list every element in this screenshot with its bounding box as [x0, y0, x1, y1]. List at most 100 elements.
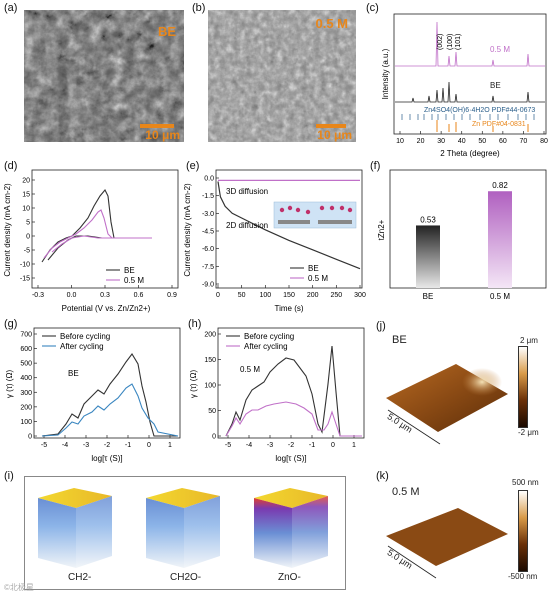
drt-be-y-tick-label: 400	[20, 375, 32, 382]
ca-inset-schematic	[273, 201, 357, 229]
ca-ylabel: Current density (mA cm-2)	[183, 183, 192, 277]
cv-x-tick-label: 0.3	[100, 292, 110, 299]
tof-cube-ch2o	[146, 488, 220, 568]
drt-be-x-tick-label: -3	[83, 442, 89, 449]
tzn-value-label: 0.82	[492, 181, 508, 190]
xrd-x-tick-label: 40	[458, 138, 466, 145]
xrd-x-tick-label: 60	[499, 138, 507, 145]
drt-be-line-after	[41, 383, 179, 437]
drt-be-legend-after: After cycling	[60, 342, 104, 351]
panel-label-h: (h)	[188, 318, 202, 330]
cv-y-tick-label: 10	[22, 206, 30, 213]
ca-y-tick-label: -4.5	[202, 229, 214, 236]
tzn-category-label: 0.5 M	[490, 292, 510, 301]
afm-05m-image	[386, 508, 508, 579]
panel-label-d: (d)	[4, 160, 18, 172]
cv-y-tick-label: -15	[20, 276, 30, 283]
sem-tag-be: BE	[157, 24, 176, 39]
xrd-peak-002: (002)	[437, 34, 444, 50]
drt-be-chart: γ (τ) (Ω) log[τ (S)] -5 -4 -3 -2 -1 0 1 0 100 20…	[5, 327, 181, 463]
xrd-x-ticks: 10 20 30 40 50 60 70 80	[396, 131, 548, 145]
cv-x-tick-label: 0.9	[167, 292, 177, 299]
drt-be-xlabel: log[τ (S)]	[91, 454, 122, 463]
sem-image-05m: 0.5 M 10 μm	[208, 10, 356, 142]
afm-be-colorbar	[518, 346, 528, 428]
drt-05m-x-tick-label: 1	[352, 442, 356, 449]
ca-x-tick-label: 0	[216, 292, 220, 299]
ca-x-tick-label: 250	[330, 292, 342, 299]
panel-label-g: (g)	[4, 318, 18, 330]
drt-be-y-tick-label: 600	[20, 346, 32, 353]
drt-05m-y-tick-label: 200	[204, 332, 216, 339]
tzn-bars: 0.53 BE 0.82 0.5 M	[416, 181, 512, 301]
ca-y-ticks: 0.0 -1.5 -3.0 -4.5 -6.0 -7.5 -9.0	[202, 176, 219, 289]
tof-cube-ch2	[38, 488, 112, 568]
drt-be-y-ticks: 0 100 200 300 400 500 600 700	[20, 332, 37, 441]
cv-line-05m	[43, 209, 152, 259]
afm-be-title: BE	[392, 334, 407, 346]
ca-x-tick-label: 200	[307, 292, 319, 299]
drt-05m-x-ticks: -5 -4 -3 -2 -1 0 1	[225, 435, 356, 449]
drt-be-y-tick-label: 0	[28, 434, 32, 441]
panel-label-a: (a)	[4, 2, 18, 14]
xrd-ref-zinc: Zn PDF#04-0831	[472, 121, 526, 128]
panel-label-f: (f)	[370, 160, 381, 172]
drt-05m-x-tick-label: -2	[288, 442, 294, 449]
panel-label-e: (e)	[186, 160, 200, 172]
cv-xlabel: Potential (V vs. Zn/Zn2+)	[62, 304, 151, 313]
afm-be-image	[386, 364, 508, 445]
afm-05m-cb-bottom: -500 nm	[508, 572, 538, 581]
cv-x-tick-label: -0.3	[32, 292, 44, 299]
ca-chart: Current density (mA cm-2) Time (s) 0 50 10…	[183, 169, 366, 313]
drt-be-x-tick-label: 1	[168, 442, 172, 449]
xrd-x-tick-label: 20	[417, 138, 425, 145]
drt-05m-y-ticks: 0 50 100 150 200	[204, 332, 221, 441]
tzn-ylabel: tZn2+	[377, 219, 386, 240]
drt-05m-x-tick-label: -5	[225, 442, 231, 449]
ca-legend-be: BE	[308, 264, 319, 273]
xrd-x-tick-label: 70	[520, 138, 528, 145]
ca-y-tick-label: -3.0	[202, 211, 214, 218]
drt-be-y-tick-label: 700	[20, 332, 32, 339]
ca-x-tick-label: 300	[354, 292, 366, 299]
drt-05m-xlabel: log[τ (S)]	[275, 454, 306, 463]
cv-x-ticks: -0.3 0.0 0.3 0.6 0.9	[32, 285, 177, 299]
cv-ylabel: Current density (mA cm-2)	[3, 183, 12, 277]
afm-be-cb-top: 2 μm	[520, 336, 538, 345]
drt-05m-y-tick-label: 0	[212, 434, 216, 441]
ca-y-tick-label: -6.0	[202, 246, 214, 253]
xrd-x-tick-label: 10	[396, 138, 404, 145]
drt-be-y-tick-label: 200	[20, 404, 32, 411]
ca-x-tick-label: 150	[283, 292, 295, 299]
ca-legend-05m: 0.5 M	[308, 274, 328, 283]
afm-be-cb-bottom: -2 μm	[518, 428, 539, 437]
drt-05m-legend-before: Before cycling	[244, 332, 294, 341]
afm-05m-cb-top: 500 nm	[512, 478, 539, 487]
ca-x-tick-label: 50	[238, 292, 246, 299]
cv-legend-05m: 0.5 M	[124, 276, 144, 285]
cv-y-tick-label: 0	[26, 234, 30, 241]
xrd-legend-be: BE	[490, 81, 501, 90]
xrd-ref-sticks-1	[401, 114, 535, 120]
drt-be-x-ticks: -5 -4 -3 -2 -1 0 1	[41, 435, 172, 449]
drt-05m-x-tick-label: -1	[309, 442, 315, 449]
sem-tag-05m: 0.5 M	[315, 16, 348, 31]
ca-y-tick-label: -7.5	[202, 264, 214, 271]
scale-bar	[316, 124, 346, 128]
ca-y-tick-label: 0.0	[204, 176, 214, 183]
xrd-peak-101: (101)	[455, 34, 462, 50]
tof-frame	[24, 476, 346, 590]
tof-label-ch2o: CH2O-	[170, 572, 202, 583]
tof-cube-zno	[254, 488, 328, 568]
drt-05m-ylabel: γ (τ) (Ω)	[189, 370, 198, 399]
drt-05m-legend-after: After cycling	[244, 342, 288, 351]
xrd-legend-05m: 0.5 M	[490, 45, 510, 54]
drt-05m-x-tick-label: -4	[246, 442, 252, 449]
ca-y-tick-label: -9.0	[202, 282, 214, 289]
drt-be-tag: BE	[68, 369, 79, 378]
drt-be-ylabel: γ (τ) (Ω)	[5, 370, 14, 399]
xrd-x-tick-label: 30	[437, 138, 445, 145]
ca-y-tick-label: -1.5	[202, 193, 214, 200]
scale-label: 10 μm	[145, 128, 180, 142]
drt-05m-x-tick-label: 0	[331, 442, 335, 449]
